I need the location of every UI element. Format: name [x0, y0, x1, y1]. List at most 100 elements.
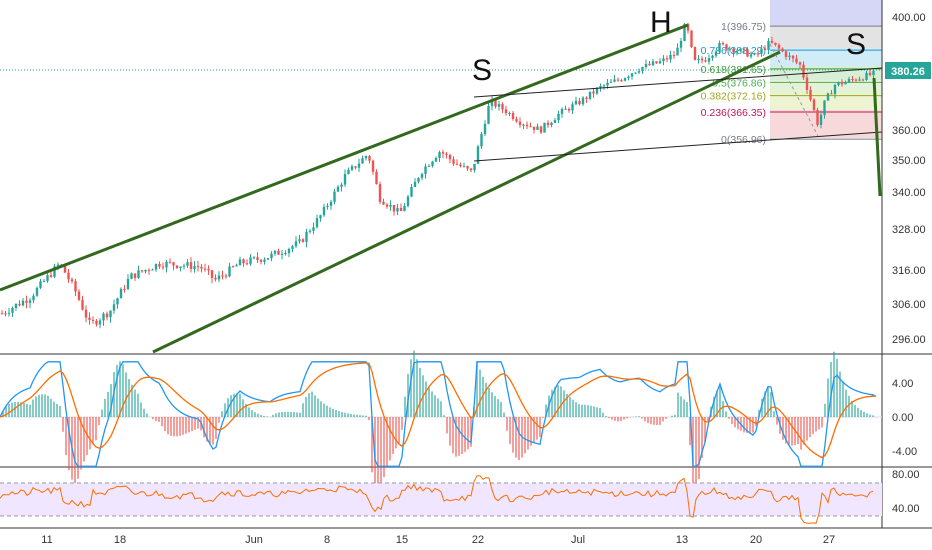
candle [487, 102, 490, 125]
candle [315, 214, 319, 229]
rsi-axis[interactable]: 80.00 40.00 [892, 469, 920, 515]
candle [672, 50, 676, 59]
candle [53, 263, 56, 279]
candle [231, 265, 235, 268]
candle [95, 319, 98, 327]
candle [578, 97, 581, 106]
candle [182, 263, 186, 270]
candle [340, 182, 343, 192]
candle [217, 271, 221, 283]
candle [336, 184, 340, 193]
candlestick-series [0, 22, 875, 329]
candle [588, 91, 592, 101]
candle [301, 238, 305, 243]
candle [266, 258, 270, 260]
neckline-lower [473, 131, 883, 162]
candle [767, 38, 770, 55]
fib-level-label: 0.382(372.16) [701, 91, 766, 103]
candle [77, 289, 81, 302]
candle [168, 258, 172, 264]
candle [861, 78, 865, 82]
candle [210, 269, 214, 284]
candle [711, 54, 714, 61]
candle [753, 52, 756, 56]
rsi-band [0, 483, 882, 516]
candle [609, 79, 613, 83]
candle [378, 181, 382, 205]
candle [158, 261, 161, 269]
candle [543, 122, 546, 133]
candle [130, 272, 133, 280]
candle [830, 89, 833, 95]
candle [21, 298, 25, 307]
candle [809, 86, 812, 102]
price-axis[interactable]: 296.00 306.00 316.00 328.00 340.00 350.00 360.… [892, 12, 926, 346]
candle [536, 123, 539, 130]
candle [865, 70, 868, 81]
candle [788, 52, 791, 61]
candle [186, 259, 189, 269]
candle [144, 269, 147, 274]
macd-tick-label: 4.00 [892, 378, 913, 390]
price-tick-label: 340.00 [892, 187, 926, 199]
candle [718, 40, 721, 54]
candle [438, 150, 441, 163]
candle [679, 38, 683, 53]
time-tick-label: 11 [41, 534, 52, 546]
time-tick-label: 13 [676, 534, 688, 546]
candle [613, 75, 616, 83]
candle [228, 262, 231, 278]
left-shoulder-label: S [472, 54, 492, 87]
candle [791, 55, 795, 63]
candle [14, 303, 18, 311]
candle [161, 262, 165, 270]
candle [529, 122, 532, 128]
candle [263, 257, 266, 265]
price-tick-label: 328.00 [892, 224, 926, 236]
candle [851, 75, 854, 83]
candle [508, 111, 511, 117]
candle [459, 162, 462, 168]
candle [847, 76, 851, 84]
candle [501, 102, 504, 113]
macd-axis[interactable]: 4.00 0.00 -4.00 [892, 378, 917, 458]
candle [511, 110, 515, 121]
time-axis[interactable]: 11 18 Jun 8 15 22 Jul 13 20 27 [41, 534, 835, 546]
candle [284, 250, 287, 256]
candle [294, 236, 298, 249]
candle [371, 159, 375, 175]
candle [133, 273, 137, 281]
candle [515, 116, 518, 123]
candle [560, 107, 564, 118]
candle [452, 156, 455, 167]
candle [28, 297, 32, 309]
candle [448, 153, 452, 164]
candle [627, 75, 630, 81]
candle [837, 81, 840, 87]
candle [354, 165, 357, 170]
candle [714, 50, 718, 58]
candle [749, 51, 753, 59]
candle [382, 198, 385, 206]
macd-line [0, 361, 877, 467]
candle [602, 84, 606, 90]
candle [728, 47, 732, 53]
candle [424, 163, 427, 179]
candle [525, 121, 529, 130]
candle [805, 74, 809, 95]
price-tick-label: 316.00 [892, 265, 926, 277]
current-price-badge: 380.26 [885, 62, 931, 79]
fib-level-label: 0(356.96) [721, 134, 766, 146]
time-tick-label: Jul [571, 534, 585, 546]
candle [165, 259, 168, 273]
candle [592, 87, 595, 98]
candle [91, 316, 95, 324]
channel-upper-line [0, 23, 689, 292]
candle [235, 263, 238, 267]
price-tick-label: 296.00 [892, 334, 926, 346]
candle [651, 58, 655, 67]
candle [322, 203, 326, 217]
candle [35, 286, 39, 297]
candle [308, 228, 312, 234]
